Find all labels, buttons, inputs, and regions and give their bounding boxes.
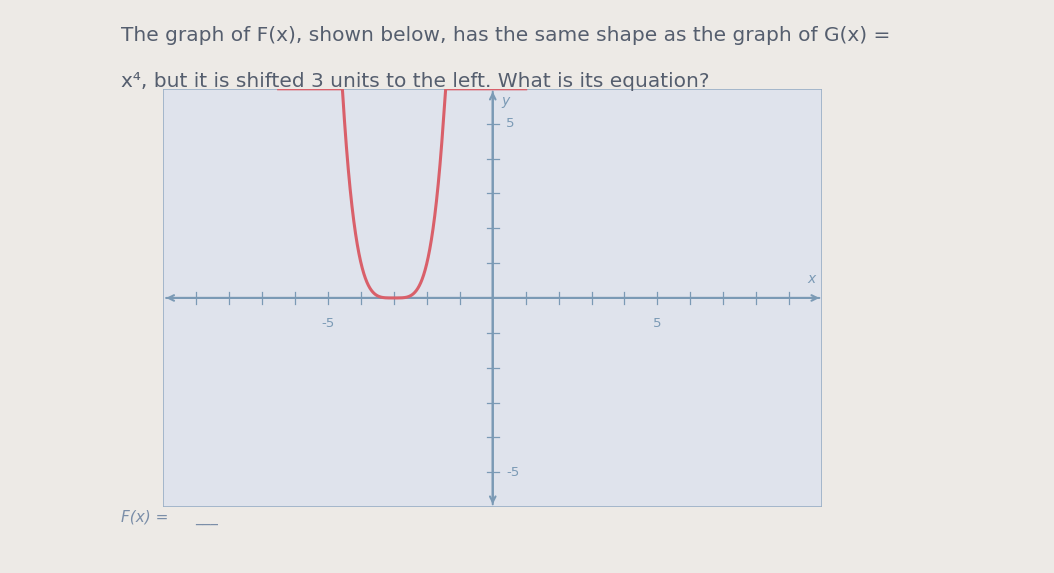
Text: x⁴, but it is shifted 3 units to the left. What is its equation?: x⁴, but it is shifted 3 units to the lef… (121, 72, 709, 91)
Text: ___: ___ (195, 511, 218, 525)
Text: y: y (501, 94, 509, 108)
Text: The graph of F(x), shown below, has the same shape as the graph of G(x) =: The graph of F(x), shown below, has the … (121, 26, 891, 45)
Text: x: x (807, 272, 816, 286)
Text: F(x) =: F(x) = (121, 509, 174, 524)
Text: -5: -5 (506, 466, 520, 479)
Text: 5: 5 (506, 117, 514, 130)
Text: -5: -5 (321, 317, 335, 330)
Text: 5: 5 (653, 317, 662, 330)
